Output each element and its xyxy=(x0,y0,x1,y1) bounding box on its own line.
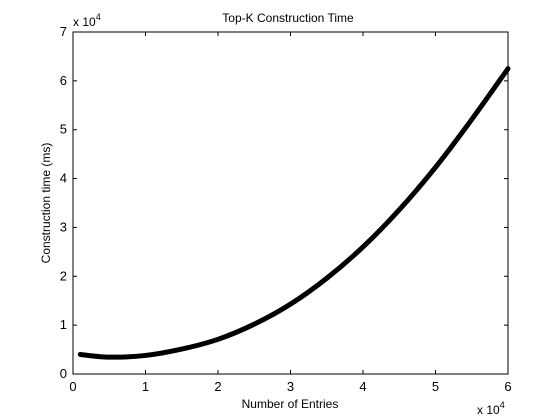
y-ticks: 0 1 2 3 4 5 6 7 xyxy=(60,24,508,381)
y-multiplier: x 104 xyxy=(73,12,101,29)
x-tick-label: 5 xyxy=(432,379,439,394)
x-tick-label: 4 xyxy=(359,379,366,394)
chart-title: Top-K Construction Time xyxy=(222,11,354,25)
y-tick-label: 1 xyxy=(60,317,67,332)
x-tick-label: 0 xyxy=(69,379,76,394)
x-multiplier-base: x 10 xyxy=(477,403,500,417)
x-tick-label: 2 xyxy=(214,379,221,394)
y-tick-label: 5 xyxy=(60,122,67,137)
series-layer xyxy=(77,66,511,360)
x-tick-label: 1 xyxy=(142,379,149,394)
y-tick-label: 4 xyxy=(60,171,67,186)
plot-area xyxy=(72,31,509,375)
x-axis-label: Number of Entries xyxy=(242,397,339,411)
y-axis-label: Construction time (ms) xyxy=(39,143,53,264)
x-tick-label: 3 xyxy=(287,379,294,394)
y-multiplier-base: x 10 xyxy=(73,15,96,29)
y-multiplier-exponent: 4 xyxy=(96,12,101,22)
y-tick-label: 3 xyxy=(60,219,67,234)
y-tick-label: 0 xyxy=(60,366,67,381)
y-tick-label: 6 xyxy=(60,73,67,88)
y-tick-label: 2 xyxy=(60,268,67,283)
series-line xyxy=(77,66,511,360)
y-tick-label: 7 xyxy=(60,24,67,39)
x-tick-label: 6 xyxy=(504,379,511,394)
x-multiplier: x 104 xyxy=(477,400,505,417)
x-multiplier-exponent: 4 xyxy=(500,400,505,410)
x-ticks: 0 1 2 3 4 5 6 xyxy=(69,32,512,394)
